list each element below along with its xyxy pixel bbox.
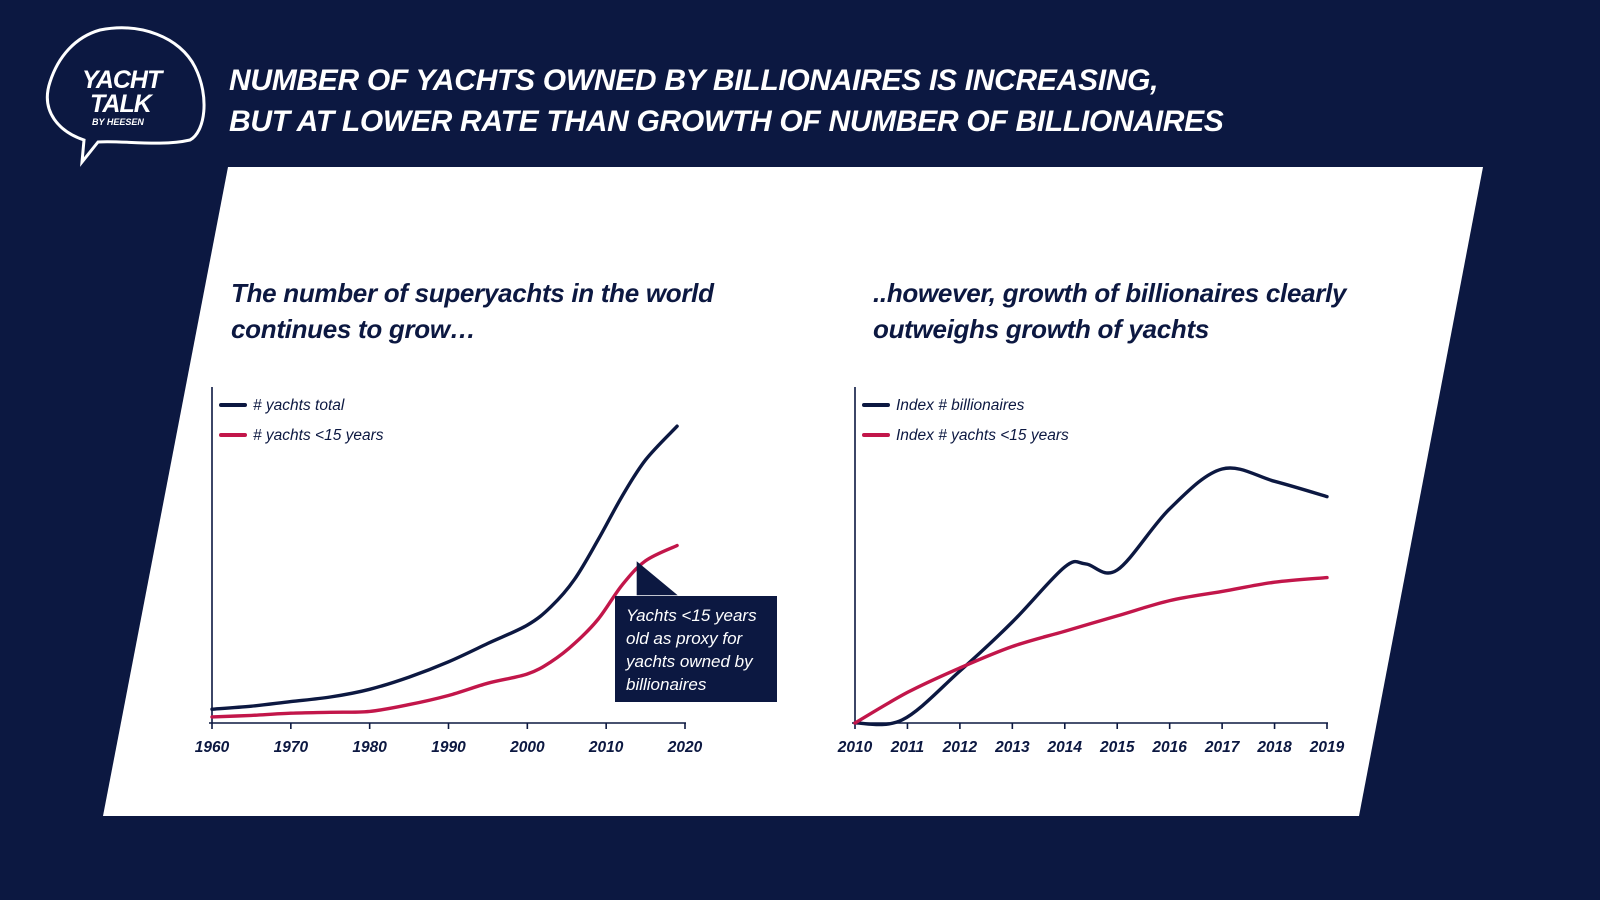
- chart2-x-tick-label: 2015: [1099, 739, 1135, 756]
- chart1-legend-label: # yachts <15 years: [253, 427, 384, 444]
- chart1-x-tick-label: 1970: [274, 739, 309, 756]
- chart1-x-tick-label: 1980: [352, 739, 387, 756]
- callout-line3: yachts owned by: [626, 652, 753, 671]
- chart1-x-tick-label: 1990: [431, 739, 466, 756]
- logo-text-line2: TALK: [90, 90, 154, 118]
- page-title-line1: NUMBER OF YACHTS OWNED BY BILLIONAIRES I…: [229, 64, 1159, 97]
- callout-pointer: [636, 561, 678, 596]
- chart2-x-tick-label: 2011: [890, 739, 924, 756]
- page-title-line2: BUT AT LOWER RATE THAN GROWTH OF NUMBER …: [229, 105, 1224, 138]
- left-chart-subtitle: The number of superyachts in the world c…: [231, 275, 791, 347]
- chart1-x-tick-label: 2020: [667, 739, 703, 756]
- chart2-series-line: [853, 466, 1329, 727]
- chart1-legend-label: # yachts total: [253, 397, 345, 414]
- chart2-x-tick-label: 2010: [837, 739, 873, 756]
- chart2-legend-label: Index # billionaires: [896, 397, 1025, 414]
- right-chart-subtitle-line2: outweighs growth of yachts: [873, 314, 1209, 344]
- chart2-x-tick-label: 2014: [1047, 739, 1083, 756]
- chart1-x-tick-label: 2000: [509, 739, 545, 756]
- page-title: NUMBER OF YACHTS OWNED BY BILLIONAIRES I…: [229, 60, 1429, 142]
- chart2-x-tick-label: 2016: [1151, 739, 1187, 756]
- left-chart-subtitle-line1: The number of superyachts in the world: [231, 278, 714, 308]
- chart2-series-line: [853, 575, 1329, 725]
- chart2-x-tick-label: 2017: [1204, 739, 1241, 756]
- logo-text-line1: YACHT: [82, 66, 165, 94]
- right-chart-subtitle: ..however, growth of billionaires clearl…: [873, 275, 1433, 347]
- chart1-series-line: [210, 543, 679, 719]
- right-chart-subtitle-line1: ..however, growth of billionaires clearl…: [873, 278, 1347, 308]
- callout-line2: old as proxy for: [626, 629, 743, 648]
- yacht-talk-logo: YACHT TALK BY HEESEN: [45, 26, 206, 167]
- chart2-x-tick-label: 2018: [1256, 739, 1292, 756]
- chart2-legend-label: Index # yachts <15 years: [896, 427, 1069, 444]
- left-chart-subtitle-line2: continues to grow…: [231, 314, 476, 344]
- chart1-series-line: [210, 424, 679, 711]
- chart1-x-tick-label: 1960: [195, 739, 230, 756]
- chart2-x-tick-label: 2012: [942, 739, 978, 756]
- chart2-x-tick-label: 2013: [994, 739, 1030, 756]
- callout-line4: billionaires: [626, 675, 707, 694]
- proxy-callout: Yachts <15 years old as proxy for yachts…: [615, 596, 777, 702]
- chart1-x-tick-label: 2010: [588, 739, 624, 756]
- logo-text-line3: BY HEESEN: [92, 117, 144, 127]
- chart2-x-tick-label: 2019: [1309, 739, 1345, 756]
- callout-line1: Yachts <15 years: [626, 606, 757, 625]
